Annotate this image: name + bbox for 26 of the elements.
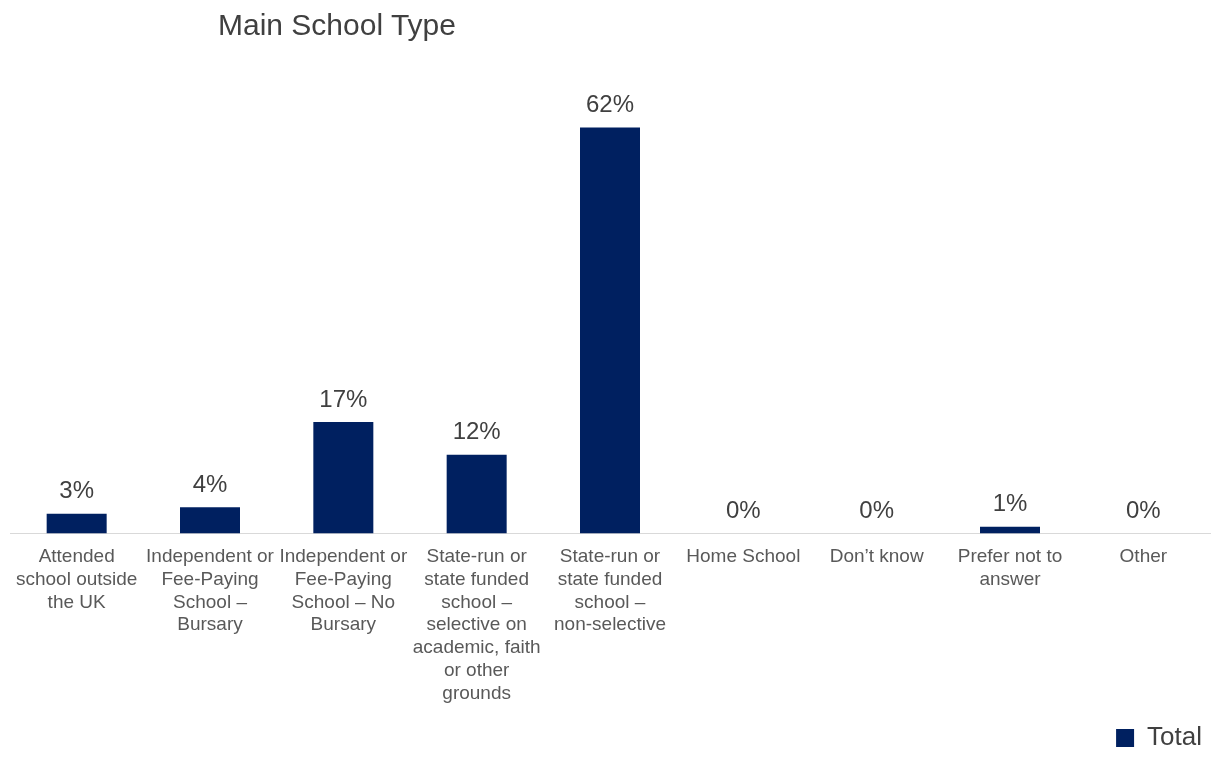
x-tick-label: Attended school outside the UK xyxy=(15,545,138,612)
chart-title: Main School Type xyxy=(218,8,456,42)
data-label: 3% xyxy=(59,476,95,504)
data-label: 12% xyxy=(452,417,501,445)
data-label: 0% xyxy=(859,496,895,524)
x-tick-label: Prefer not to answer xyxy=(957,545,1063,589)
x-tick-label: Other xyxy=(1119,545,1168,567)
x-tick-label: State-run or state funded school – non-selective xyxy=(554,545,666,635)
data-label: 1% xyxy=(992,489,1028,517)
data-label: 0% xyxy=(1125,496,1161,524)
x-tick-label: Independent or Fee-Paying School – Bursary xyxy=(146,545,275,635)
x-tick-label: Don’t know xyxy=(829,545,924,567)
bar xyxy=(580,127,640,534)
bar xyxy=(980,526,1040,534)
data-label: 4% xyxy=(192,469,228,497)
data-label: 62% xyxy=(585,90,635,118)
data-label: 17% xyxy=(319,384,368,412)
legend-label: Total xyxy=(1147,721,1202,752)
x-tick-label: State-run or state funded school – selective on academic, faith or other grounds xyxy=(412,545,541,703)
bar xyxy=(46,513,107,534)
data-label: 0% xyxy=(725,496,761,524)
bar xyxy=(180,507,240,534)
x-tick-label: Independent or Fee-Paying School – No Bursary xyxy=(279,545,408,635)
bar xyxy=(446,454,507,534)
x-tick-label: Home School xyxy=(686,545,801,567)
bar xyxy=(313,422,374,534)
